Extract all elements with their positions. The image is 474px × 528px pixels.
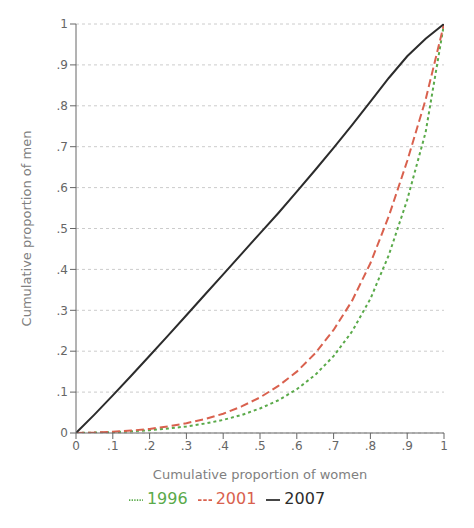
svg-text:1: 1 bbox=[440, 439, 448, 453]
svg-text:.5: .5 bbox=[254, 439, 265, 453]
html-text:1996: 1996 bbox=[146, 489, 188, 508]
svg-text:.3: .3 bbox=[57, 304, 68, 318]
html-text:2001: 2001 bbox=[215, 489, 257, 508]
svg-text:1: 1 bbox=[60, 17, 68, 31]
svg-text:.2: .2 bbox=[57, 344, 68, 358]
svg-text:.1: .1 bbox=[107, 439, 118, 453]
svg-text:.5: .5 bbox=[57, 222, 68, 236]
svg-text:.9: .9 bbox=[57, 58, 68, 72]
svg-text:.6: .6 bbox=[57, 181, 68, 195]
svg-text:.2: .2 bbox=[144, 439, 155, 453]
svg-text:.4: .4 bbox=[217, 439, 228, 453]
html-text:2007: 2007 bbox=[284, 489, 326, 508]
svg-text:Cumulative proportion of women: Cumulative proportion of women bbox=[153, 467, 367, 482]
svg-text:.7: .7 bbox=[57, 140, 68, 154]
svg-text:Cumulative proportion of men: Cumulative proportion of men bbox=[19, 131, 34, 327]
svg-text:.8: .8 bbox=[57, 99, 68, 113]
svg-text:0: 0 bbox=[72, 439, 80, 453]
svg-text:.7: .7 bbox=[328, 439, 339, 453]
svg-text:.9: .9 bbox=[401, 439, 412, 453]
svg-text:.4: .4 bbox=[57, 263, 68, 277]
svg-text:.6: .6 bbox=[291, 439, 302, 453]
svg-text:.1: .1 bbox=[57, 385, 68, 399]
svg-text:.3: .3 bbox=[181, 439, 192, 453]
svg-text:0: 0 bbox=[60, 426, 68, 440]
svg-text:.8: .8 bbox=[365, 439, 376, 453]
